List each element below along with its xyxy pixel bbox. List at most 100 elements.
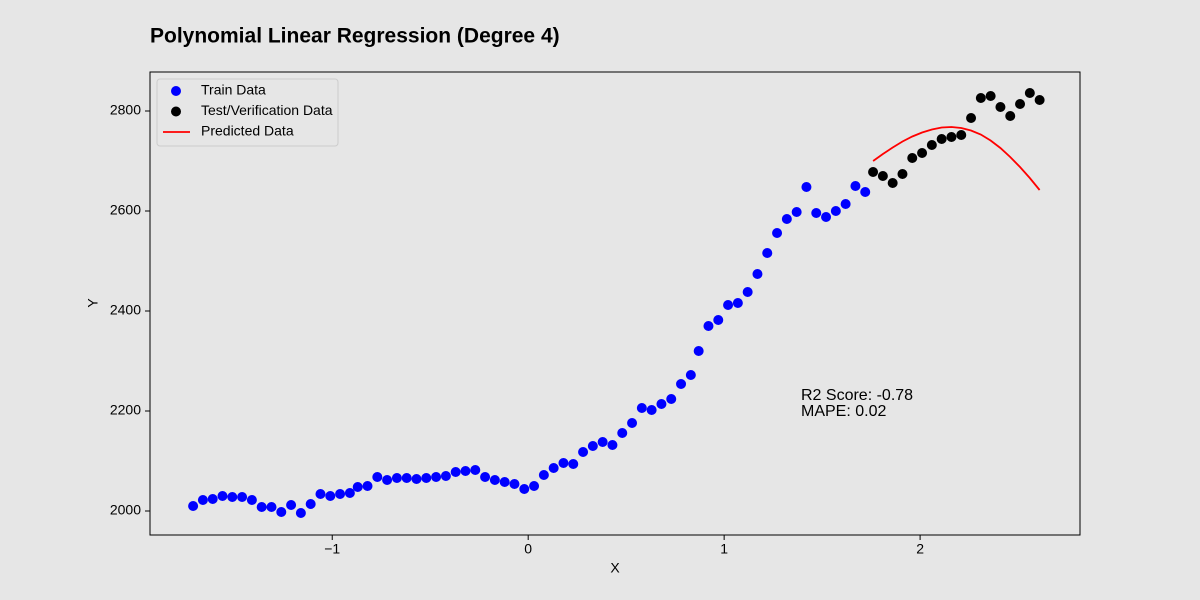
point xyxy=(237,492,248,502)
x-tick-label: 0 xyxy=(524,541,532,557)
point xyxy=(548,463,559,473)
point xyxy=(352,482,363,492)
point xyxy=(587,441,598,451)
annotation: R2 Score: -0.78 xyxy=(801,387,913,404)
annotation: MAPE: 0.02 xyxy=(801,403,886,420)
point xyxy=(946,132,957,142)
point xyxy=(646,405,657,415)
point xyxy=(772,228,783,238)
point xyxy=(887,178,898,188)
point xyxy=(821,212,832,222)
point xyxy=(295,508,306,518)
point xyxy=(344,488,355,498)
point xyxy=(421,473,432,483)
point xyxy=(256,502,267,512)
point xyxy=(801,182,812,192)
point xyxy=(460,466,471,476)
point xyxy=(440,471,451,481)
point xyxy=(926,140,937,150)
point xyxy=(519,484,530,494)
x-tick-label: 1 xyxy=(720,541,728,557)
line xyxy=(872,126,1041,191)
point xyxy=(499,477,510,487)
point xyxy=(305,499,316,509)
point xyxy=(450,467,461,477)
legend-marker xyxy=(171,106,181,117)
point xyxy=(529,481,540,491)
point xyxy=(597,437,608,447)
point xyxy=(217,491,228,501)
point xyxy=(315,489,326,499)
point xyxy=(732,298,743,308)
point xyxy=(286,500,297,510)
point xyxy=(956,130,967,140)
point xyxy=(840,199,851,209)
point xyxy=(966,113,977,123)
point xyxy=(207,494,218,504)
point xyxy=(656,399,667,409)
x-axis-label: X xyxy=(610,560,620,576)
point xyxy=(897,169,908,179)
point xyxy=(538,470,549,480)
point xyxy=(188,501,199,511)
point xyxy=(676,379,687,389)
point xyxy=(693,346,704,356)
point xyxy=(558,458,569,468)
point xyxy=(509,479,520,489)
point xyxy=(752,269,763,279)
point xyxy=(975,93,986,103)
point xyxy=(578,447,589,457)
legend-label: Train Data xyxy=(201,82,266,98)
point xyxy=(470,465,481,475)
point xyxy=(401,473,412,483)
point xyxy=(607,440,618,450)
point xyxy=(1015,99,1026,109)
point xyxy=(860,187,871,197)
point xyxy=(762,248,773,258)
point xyxy=(868,167,879,177)
point xyxy=(850,181,861,191)
legend-marker xyxy=(171,86,181,96)
legend-box xyxy=(156,78,339,147)
chart-title: Polynomial Linear Regression (Degree 4) xyxy=(150,25,560,48)
point xyxy=(742,287,753,297)
point xyxy=(936,134,947,144)
point xyxy=(1024,88,1035,98)
point xyxy=(411,474,422,484)
point xyxy=(617,428,628,438)
y-tick-label: 2600 xyxy=(110,202,141,218)
point xyxy=(713,315,724,325)
point xyxy=(995,102,1006,112)
point xyxy=(1034,95,1045,105)
point xyxy=(627,418,638,428)
y-tick-label: 2800 xyxy=(110,102,141,118)
point xyxy=(391,473,402,483)
point xyxy=(362,481,373,491)
point xyxy=(266,502,277,512)
point xyxy=(325,491,336,501)
point xyxy=(811,208,822,218)
point xyxy=(985,91,996,101)
point xyxy=(489,475,500,485)
point xyxy=(197,495,208,505)
legend-label: Test/Verification Data xyxy=(201,102,333,118)
point xyxy=(877,171,888,181)
point xyxy=(246,495,257,505)
point xyxy=(276,507,287,517)
point xyxy=(685,370,696,380)
y-tick-label: 2400 xyxy=(110,302,141,318)
point xyxy=(480,472,491,482)
point xyxy=(431,472,442,482)
point xyxy=(723,300,734,310)
point xyxy=(568,459,579,469)
point xyxy=(666,394,677,404)
y-tick-label: 2000 xyxy=(110,502,141,518)
point xyxy=(781,214,792,224)
y-axis-label: Y xyxy=(85,298,101,308)
point xyxy=(1005,111,1016,121)
point xyxy=(227,492,238,502)
point xyxy=(335,489,346,499)
legend-label: Predicted Data xyxy=(201,123,294,139)
